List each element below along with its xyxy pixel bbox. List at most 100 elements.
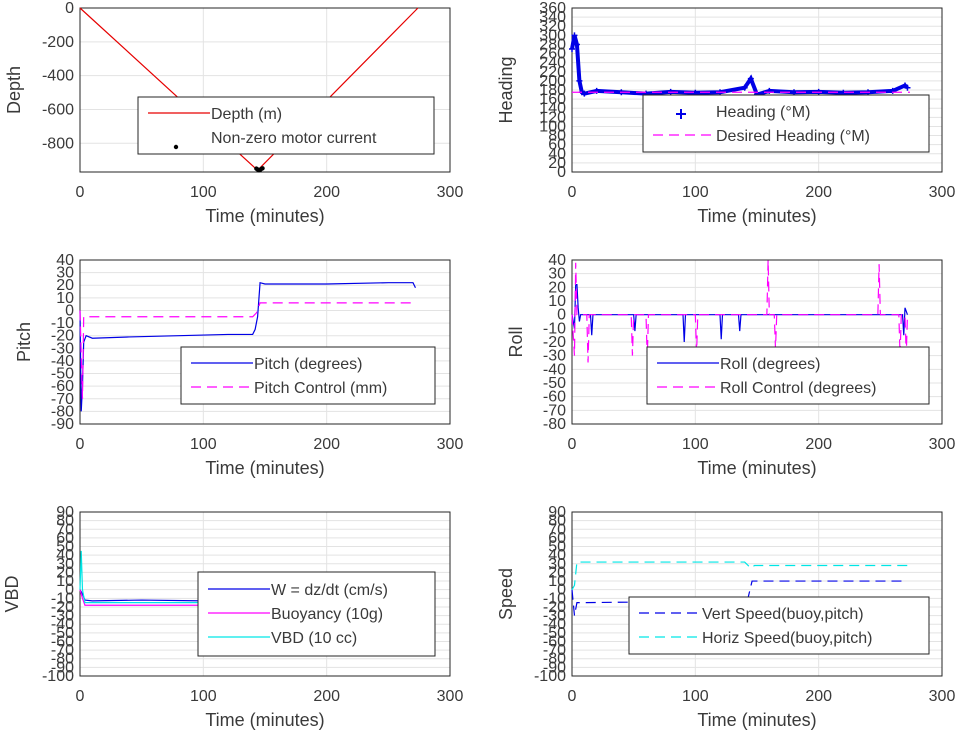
y-tick-label: 60 bbox=[548, 137, 566, 154]
y-tick-label: 90 bbox=[548, 504, 566, 521]
y-tick-label: -70 bbox=[543, 402, 566, 419]
y-tick-label: -40 bbox=[51, 616, 74, 633]
legend-label: Desired Heading (°M) bbox=[716, 128, 870, 145]
legend-label: Vert Speed(buoy,pitch) bbox=[702, 606, 864, 623]
x-axis-label: Time (minutes) bbox=[697, 206, 816, 226]
x-tick-label: 200 bbox=[805, 436, 832, 453]
x-tick-label: 0 bbox=[568, 688, 577, 705]
series-line bbox=[571, 561, 908, 590]
legend-label: Pitch Control (mm) bbox=[254, 380, 387, 397]
y-tick-label: -80 bbox=[51, 651, 74, 668]
x-axis-label: Time (minutes) bbox=[697, 710, 816, 730]
y-tick-label: -70 bbox=[543, 642, 566, 659]
series-point bbox=[889, 87, 896, 94]
x-tick-label: 100 bbox=[682, 436, 709, 453]
y-tick-label: -10 bbox=[543, 320, 566, 337]
y-axis-label: Heading bbox=[496, 56, 516, 123]
series-line bbox=[571, 580, 908, 616]
legend-label: Non-zero motor current bbox=[211, 130, 377, 147]
y-tick-label: -30 bbox=[51, 340, 74, 357]
x-tick-label: 100 bbox=[190, 436, 217, 453]
series-point bbox=[741, 84, 748, 91]
y-tick-label: 40 bbox=[548, 547, 566, 564]
y-tick-label: 80 bbox=[548, 513, 566, 530]
y-tick-label: 0 bbox=[65, 0, 74, 17]
legend-box bbox=[642, 94, 930, 153]
series-point bbox=[747, 75, 754, 82]
series-point bbox=[766, 87, 773, 94]
x-tick-label: 100 bbox=[682, 184, 709, 201]
series-point bbox=[593, 87, 600, 94]
y-tick-label: -10 bbox=[51, 590, 74, 607]
y-tick-label: -100 bbox=[534, 668, 566, 685]
legend: Depth (m) Non-zero motor current bbox=[137, 96, 435, 155]
x-tick-label: 100 bbox=[190, 184, 217, 201]
y-tick-label: 60 bbox=[548, 530, 566, 547]
y-tick-label: 100 bbox=[539, 118, 566, 135]
y-tick-label: 40 bbox=[548, 146, 566, 163]
series-point bbox=[260, 166, 265, 171]
chart-panel-5: 9080706050403020100-10-20-30-40-50-60-70… bbox=[2, 504, 463, 730]
y-tick-label: 0 bbox=[557, 164, 566, 181]
y-axis-label: Roll bbox=[506, 326, 526, 357]
y-tick-label: -60 bbox=[51, 633, 74, 650]
y-tick-label: 90 bbox=[56, 504, 74, 521]
legend: W = dz/dt (cm/s) Buoyancy (10g) VBD (10 cc… bbox=[197, 571, 436, 657]
y-tick-label: -200 bbox=[42, 34, 74, 51]
y-tick-label: 0 bbox=[65, 302, 74, 319]
x-axis-label: Time (minutes) bbox=[205, 206, 324, 226]
y-tick-label: -30 bbox=[543, 348, 566, 365]
y-tick-label: -50 bbox=[543, 375, 566, 392]
y-tick-label: -40 bbox=[543, 616, 566, 633]
x-tick-label: 0 bbox=[76, 184, 85, 201]
y-tick-label: -80 bbox=[51, 403, 74, 420]
y-tick-label: 220 bbox=[539, 64, 566, 81]
x-tick-label: 0 bbox=[76, 688, 85, 705]
axes-frame bbox=[571, 259, 943, 425]
legend-label: Buoyancy (10g) bbox=[271, 606, 383, 623]
y-tick-label: 40 bbox=[56, 252, 74, 269]
y-tick-label: 20 bbox=[56, 277, 74, 294]
series-point bbox=[573, 41, 580, 48]
y-axis-label: Depth bbox=[4, 66, 24, 114]
legend: Roll (degrees) Roll Control (degrees) bbox=[646, 346, 930, 405]
y-axis-label: Speed bbox=[496, 568, 516, 620]
x-tick-label: 100 bbox=[190, 688, 217, 705]
x-axis-label: Time (minutes) bbox=[205, 710, 324, 730]
chart-panel-1: 0 -200 -400 -600 -800 0 100 200 300 Time (minutes… bbox=[4, 0, 463, 226]
series-point bbox=[571, 32, 578, 39]
y-tick-label: 50 bbox=[56, 539, 74, 556]
y-tick-label: 10 bbox=[548, 573, 566, 590]
x-tick-label: 200 bbox=[805, 184, 832, 201]
x-tick-label: 300 bbox=[437, 436, 464, 453]
legend-box bbox=[137, 96, 435, 155]
x-tick-label: 200 bbox=[313, 184, 340, 201]
y-tick-label: 30 bbox=[548, 266, 566, 283]
legend-box bbox=[180, 346, 436, 405]
legend-label: W = dz/dt (cm/s) bbox=[271, 582, 388, 599]
y-tick-label: 160 bbox=[539, 91, 566, 108]
y-tick-label: 20 bbox=[56, 564, 74, 581]
chart-panel-2: 0204060801001201401601802002202402602803… bbox=[496, 0, 955, 226]
y-tick-label: 80 bbox=[56, 513, 74, 530]
x-tick-label: 200 bbox=[313, 688, 340, 705]
y-tick-label: -70 bbox=[51, 391, 74, 408]
legend-label: Heading (°M) bbox=[716, 104, 810, 121]
y-tick-label: -100 bbox=[42, 668, 74, 685]
x-axis-label: Time (minutes) bbox=[205, 458, 324, 478]
y-tick-label: 120 bbox=[539, 109, 566, 126]
legend-marker bbox=[173, 144, 179, 150]
x-tick-label: 0 bbox=[76, 436, 85, 453]
chart-panel-6: 9080706050403020100-10-20-30-40-50-60-70… bbox=[496, 504, 955, 730]
y-tick-label: -20 bbox=[543, 334, 566, 351]
y-tick-label: 300 bbox=[539, 27, 566, 44]
y-tick-label: 180 bbox=[539, 82, 566, 99]
series-point bbox=[569, 46, 575, 52]
y-tick-label: 20 bbox=[548, 155, 566, 172]
y-tick-label: 30 bbox=[56, 265, 74, 282]
x-tick-label: 300 bbox=[929, 688, 956, 705]
y-tick-label: -70 bbox=[51, 642, 74, 659]
y-tick-label: -20 bbox=[51, 599, 74, 616]
